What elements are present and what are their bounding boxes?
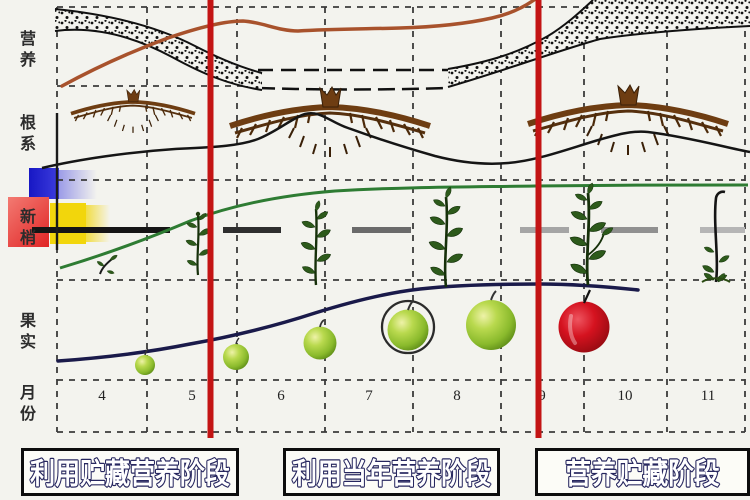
phase-box-stored-nutrition-use: 利用贮藏营养阶段	[21, 448, 239, 496]
apple-4	[380, 299, 436, 355]
month-label: 7	[365, 388, 373, 404]
plant-4	[427, 186, 465, 288]
apple-1	[135, 348, 155, 375]
month-label: 6	[277, 388, 285, 404]
apple-2	[223, 337, 249, 370]
legend-blue-square	[29, 168, 59, 199]
month-label: 10	[617, 388, 633, 404]
plant-6	[701, 190, 731, 284]
phase-label: 利用贮藏营养阶段	[30, 457, 230, 490]
band-lower-dash	[257, 86, 449, 91]
phase-label: 营养贮藏阶段	[565, 457, 720, 490]
fruit-row	[135, 289, 610, 375]
shoot-baseline	[32, 227, 745, 233]
apple-5	[466, 290, 516, 350]
shoot-growth-curve	[59, 183, 749, 270]
plant-3	[299, 199, 333, 286]
phase-box-current-year-nutrition: 利用当年营养阶段	[283, 448, 500, 496]
root-system-1	[69, 87, 197, 135]
root-system-3	[528, 85, 728, 155]
nutrition-curve	[60, 0, 536, 88]
month-label: 4	[98, 388, 106, 404]
plant-2	[185, 211, 212, 276]
plant-1	[96, 254, 119, 276]
month-label: 8	[453, 388, 461, 404]
stored-nutrition-band-right	[447, 0, 750, 88]
apple-3	[303, 319, 337, 360]
plant-5	[568, 182, 615, 286]
fruit-growth-curve	[56, 282, 640, 363]
root-growth-curve	[41, 111, 750, 170]
legend-yellow-fade	[86, 205, 110, 242]
legend-red-square	[8, 197, 49, 247]
month-label: 11	[700, 388, 716, 404]
month-label: 9	[538, 388, 546, 404]
plant-row	[96, 182, 731, 288]
apple-6	[558, 289, 610, 353]
month-label: 5	[188, 388, 196, 404]
phase-label: 利用当年营养阶段	[292, 457, 491, 490]
phase-box-nutrition-storage: 营养贮藏阶段	[535, 448, 750, 496]
legend-blue-fade	[59, 170, 97, 199]
apple-highlight-circle	[380, 299, 436, 355]
